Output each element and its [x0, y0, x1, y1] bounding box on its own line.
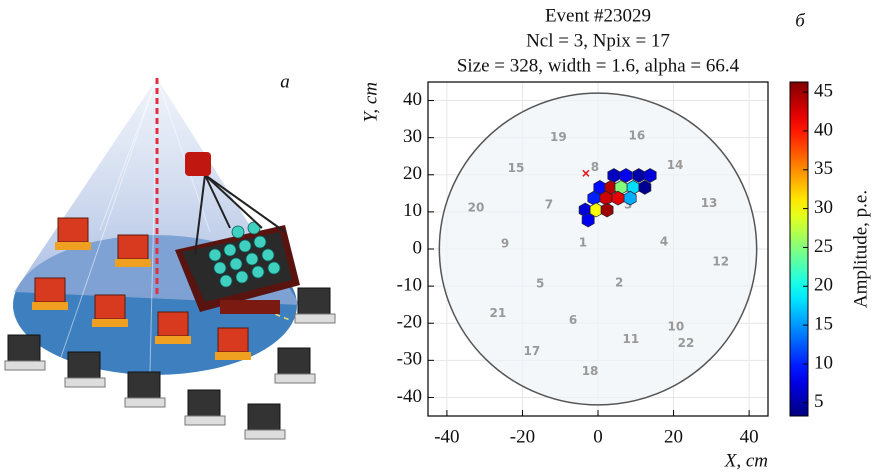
cluster-label: 10 — [667, 319, 684, 333]
colorbar-tick-label: 15 — [814, 313, 833, 334]
x-tick-label: -40 — [434, 426, 459, 447]
cluster-label: 22 — [678, 336, 695, 350]
cluster-label: 6 — [569, 313, 577, 327]
y-tick-label: 30 — [403, 126, 422, 147]
colorbar-tick-label: 25 — [814, 236, 833, 257]
x-tick-label: 40 — [740, 426, 759, 447]
x-axis-label: X, cm — [724, 450, 768, 471]
pixel — [600, 191, 612, 205]
cluster-label: 17 — [524, 344, 541, 358]
pixel — [612, 191, 624, 205]
y-tick-label: 40 — [403, 89, 422, 110]
x-tick-label: 20 — [664, 426, 683, 447]
panel-label: а — [280, 71, 290, 92]
y-tick-label: -40 — [397, 386, 422, 407]
illustration — [5, 78, 335, 439]
camera-outline — [439, 93, 756, 405]
colorbar-label: Amplitude, p.e. — [850, 190, 871, 308]
panel-label: б — [795, 10, 806, 31]
colorbar-tick-label: 45 — [814, 80, 833, 101]
pixel — [620, 169, 632, 183]
cluster-label: 13 — [701, 196, 718, 210]
x-tick-label: -20 — [510, 426, 535, 447]
chart-title: Size = 328, width = 1.6, alpha = 66.4 — [457, 55, 740, 76]
y-tick-label: 20 — [403, 163, 422, 184]
y-tick-label: -30 — [397, 349, 422, 370]
cluster-label: 18 — [582, 364, 599, 378]
cluster-label: 9 — [501, 237, 509, 251]
cluster-label: 19 — [550, 130, 567, 144]
cluster-label: 8 — [591, 160, 599, 174]
cluster-label: 21 — [490, 306, 507, 320]
x-tick-label: 0 — [593, 426, 603, 447]
cluster-label: 2 — [615, 275, 623, 289]
y-axis-label: Y, cm — [360, 82, 381, 122]
cluster-label: 11 — [623, 332, 640, 346]
cluster-label: 12 — [712, 254, 729, 268]
colorbar-tick-label: 35 — [814, 158, 833, 179]
cluster-label: 14 — [667, 158, 684, 172]
y-tick-label: -20 — [397, 312, 422, 333]
colorbar-tick-label: 10 — [814, 352, 833, 373]
pixel — [633, 169, 645, 183]
pixel — [588, 191, 600, 205]
colorbar-tick-label: 30 — [814, 197, 833, 218]
pixel — [624, 191, 636, 205]
pixel — [608, 169, 620, 183]
figure: а б 19168141571320391412521021611221718-… — [0, 0, 876, 474]
cluster-label: 7 — [545, 198, 553, 212]
pixel — [644, 169, 656, 183]
colorbar-tick-label: 5 — [814, 391, 824, 412]
colorbar-tick-label: 40 — [814, 119, 833, 140]
pixel — [601, 203, 613, 217]
y-tick-label: 10 — [403, 200, 422, 221]
y-tick-label: -10 — [397, 274, 422, 295]
y-tick-label: 0 — [413, 237, 423, 258]
cluster-label: 20 — [468, 201, 485, 215]
pixel — [639, 180, 651, 194]
cluster-label: 5 — [536, 276, 544, 290]
colorbar — [790, 82, 808, 416]
cluster-label: 4 — [660, 234, 668, 248]
cluster-label: 16 — [629, 128, 646, 142]
colorbar-tick-label: 20 — [814, 275, 833, 296]
chart-title: Event #23029 — [545, 5, 651, 26]
cluster-label: 15 — [508, 161, 525, 175]
pixel — [582, 213, 594, 227]
cluster-label: 1 — [579, 236, 587, 250]
chart-title: Ncl = 3, Npix = 17 — [526, 30, 670, 51]
